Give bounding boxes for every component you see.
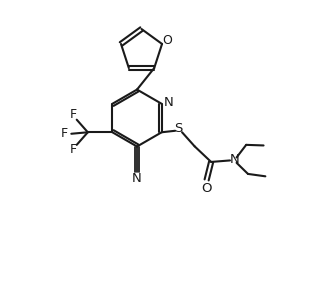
Text: N: N bbox=[229, 153, 239, 166]
Text: F: F bbox=[70, 108, 77, 121]
Text: N: N bbox=[132, 172, 142, 185]
Text: N: N bbox=[163, 96, 173, 109]
Text: F: F bbox=[60, 127, 67, 140]
Text: O: O bbox=[163, 34, 172, 47]
Text: S: S bbox=[175, 122, 183, 135]
Text: O: O bbox=[201, 181, 212, 195]
Text: F: F bbox=[70, 143, 77, 156]
